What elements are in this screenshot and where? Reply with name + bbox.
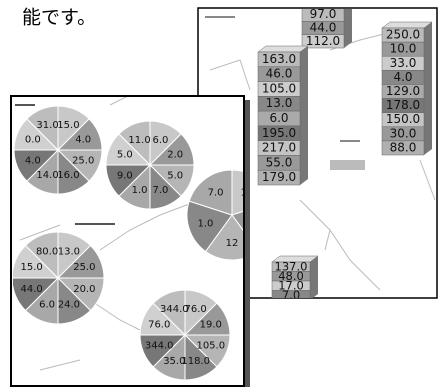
pie-label: 76.0 <box>148 319 170 330</box>
pie-slice <box>231 210 243 231</box>
bar-side <box>424 22 432 155</box>
pie-label: 4.0 <box>25 155 41 166</box>
pie-label: 118.0 <box>181 356 210 367</box>
pie-slice <box>188 169 233 216</box>
bar-label: 30.0 <box>390 126 417 140</box>
pie-label: 13.0 <box>58 247 80 258</box>
bar-label: 137.0 <box>275 259 308 273</box>
bar-label: 7.0 <box>282 288 300 302</box>
bar-segment <box>271 290 311 298</box>
pie-label: 76.0 <box>185 304 207 315</box>
pie-label: 344.0 <box>145 341 174 352</box>
pie-label: 6.0 <box>39 299 55 310</box>
bar-label: 105.0 <box>262 81 296 95</box>
pie-label: 5.0 <box>167 170 183 181</box>
bar-label: 163.0 <box>262 52 296 66</box>
pie-label: 105.0 <box>196 341 225 352</box>
dash-line <box>15 104 35 106</box>
pie-slice <box>26 105 59 152</box>
bar-label: 10.0 <box>390 42 417 56</box>
pie-label: 25.0 <box>72 155 94 166</box>
pie-label: 5.0 <box>117 150 133 161</box>
pie-label: 1.0 <box>240 187 256 198</box>
bar-label: 150.0 <box>386 112 420 126</box>
map-line <box>209 29 436 291</box>
pie-label: 15.0 <box>21 262 43 273</box>
bar-label: 195.0 <box>262 126 296 140</box>
pie-slice <box>204 214 243 261</box>
bar-label: 17.0 <box>278 278 304 292</box>
bar-label: 88.0 <box>390 140 417 154</box>
pie-slice <box>152 289 186 337</box>
bar-segment <box>301 34 345 49</box>
bar-label: 250.0 <box>386 28 420 42</box>
heading: 能です。 <box>22 7 96 29</box>
bar-side <box>310 256 318 298</box>
pie-label: 1.0 <box>132 185 148 196</box>
pie-label: 80.0 <box>36 247 58 258</box>
pie-label: 16.0 <box>57 170 79 181</box>
small-text <box>340 140 360 142</box>
front-content: 15.0 4.0 25.0 16.014.0 4.0 0.0 31.0 6.0 2.0 5.0 7.… <box>13 97 256 381</box>
pie-slice <box>186 200 233 253</box>
bar-side <box>300 46 308 185</box>
pie-label: 24.0 <box>58 299 80 310</box>
pie-label: 1.0 <box>198 219 214 230</box>
pie-label: 44.0 <box>21 284 43 295</box>
bar-label: 6.0 <box>269 111 288 125</box>
pie-label: 15.0 <box>57 120 79 131</box>
bar-segment <box>257 169 301 186</box>
bar-label: 55.0 <box>266 155 293 169</box>
bar-label: 217.0 <box>262 141 296 155</box>
bar-label: 44.0 <box>310 21 337 35</box>
bar-top <box>302 2 352 8</box>
pie-label: 7.0 <box>152 185 168 196</box>
pie-label: 12 <box>226 238 239 249</box>
bar-side <box>344 9 352 48</box>
bar-label: 4.0 <box>393 70 412 84</box>
pie-slice <box>24 231 59 280</box>
bar-label: 46.0 <box>266 67 293 81</box>
pie-slice <box>231 169 243 216</box>
dash-line <box>75 223 115 225</box>
map-line <box>19 97 201 371</box>
pie-label: 2.0 <box>167 150 183 161</box>
pie-label: 20.0 <box>73 284 95 295</box>
bar-label: 129.0 <box>386 84 420 98</box>
small-text <box>205 16 235 18</box>
pie-label: 25.0 <box>73 262 95 273</box>
pie-slice <box>118 120 151 167</box>
bar-segment <box>381 140 425 156</box>
bar-label: 48.0 <box>278 269 304 283</box>
bar-label: 112.0 <box>306 34 340 48</box>
pie-label: 6.0 <box>152 135 168 146</box>
pie-label: 19.0 <box>200 319 222 330</box>
bar-label: 179.0 <box>262 170 296 184</box>
pie-label: 4.0 <box>75 135 91 146</box>
bar-label: 13.0 <box>266 96 293 110</box>
pie-label: 7.0 <box>208 187 224 198</box>
pie-slice <box>13 277 60 312</box>
pie-label: 344.0 <box>160 304 189 315</box>
pie-label: 14.0 <box>36 170 58 181</box>
bar-label: 33.0 <box>390 56 417 70</box>
bar-label: 97.0 <box>310 7 337 21</box>
pie-label: 11.0 <box>128 135 150 146</box>
pie-label: 31.0 <box>36 120 58 131</box>
small-text <box>330 160 365 170</box>
bar-label: 178.0 <box>386 98 420 112</box>
pie-label: 9.0 <box>117 170 133 181</box>
pie-label: 35.0 <box>163 356 185 367</box>
back-content: 97.044.0112.0163.046.0105.013.06.0195.02… <box>205 2 436 302</box>
pie-label: 0.0 <box>25 135 41 146</box>
